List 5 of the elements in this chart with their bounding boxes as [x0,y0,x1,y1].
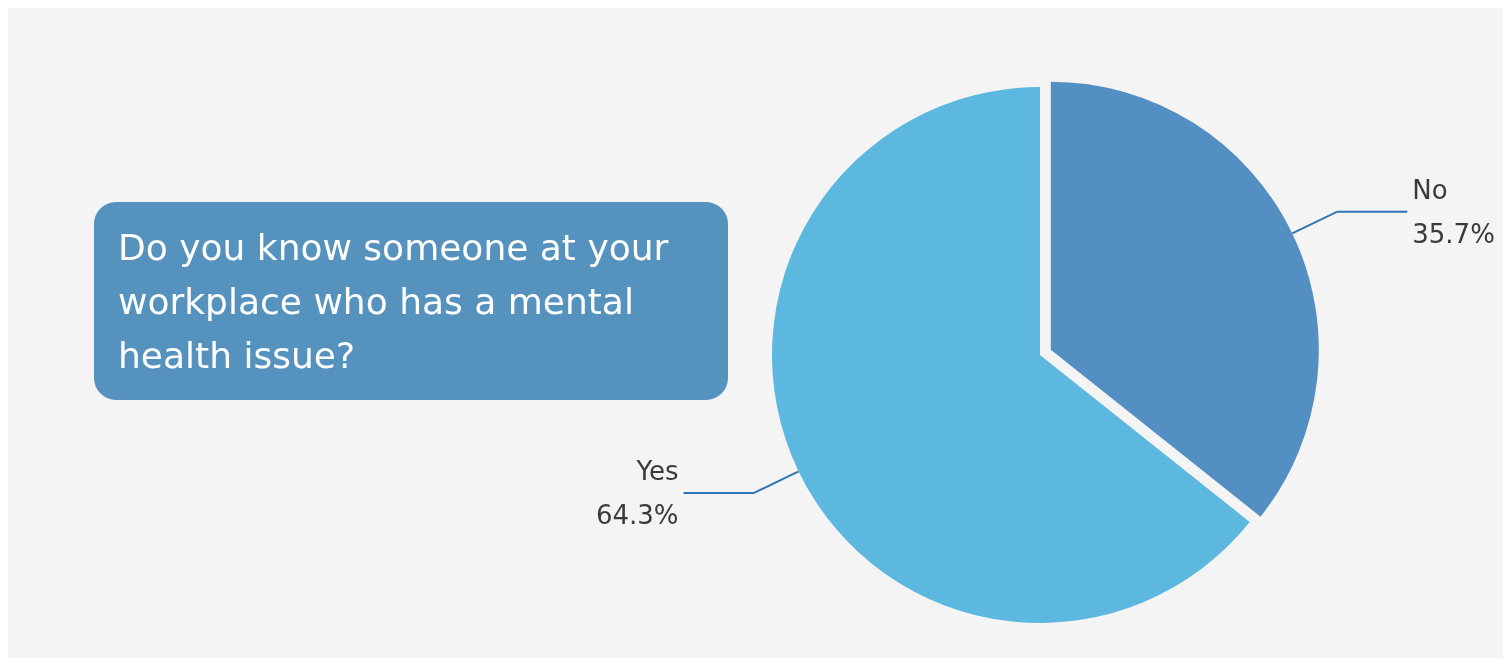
data-label: 64.3% [595,500,679,531]
text: Do you know someone at your workplace who has a mental health issue? [118,226,680,376]
data-label: 35.7% [1412,218,1495,249]
slice-label: No [1412,174,1448,205]
slice-label: Yes [635,456,679,487]
